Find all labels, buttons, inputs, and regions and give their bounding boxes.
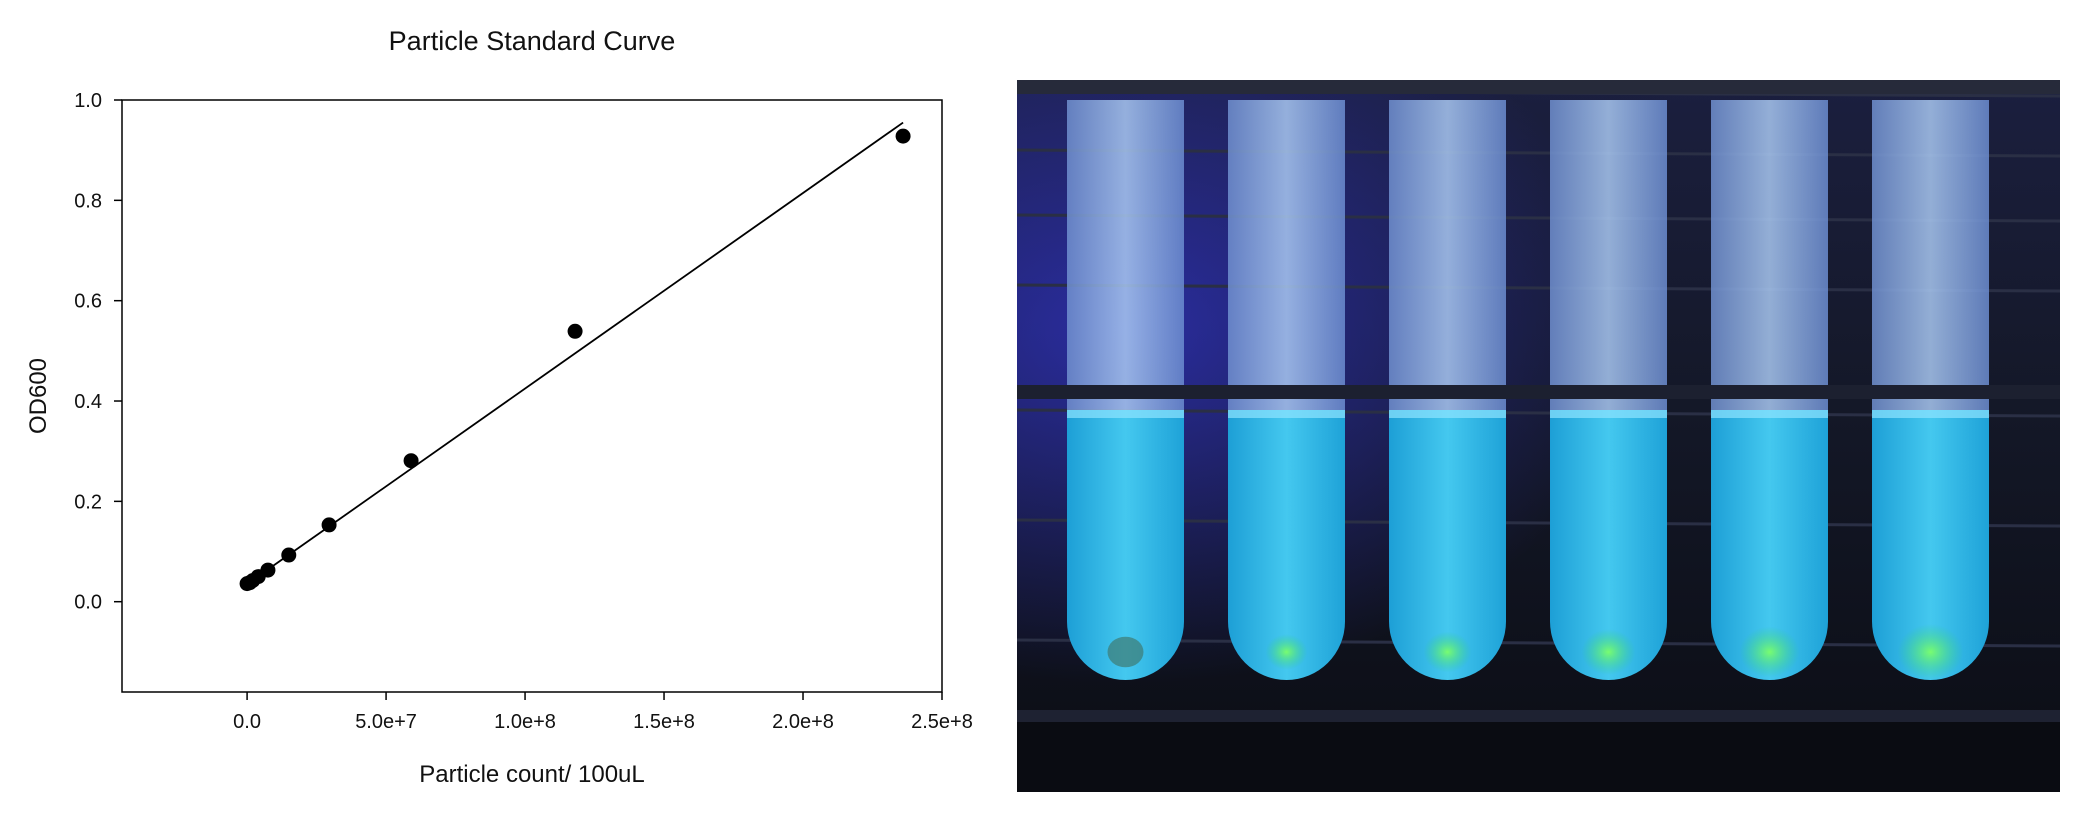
tube-pellet — [1107, 636, 1144, 668]
tube-glass — [1872, 100, 1989, 410]
x-tick-label: 1.5e+8 — [633, 711, 695, 733]
x-axis-ticks: 0.0 5.0e+7 1.0e+8 1.5e+8 2.0e+8 2.5e+8 — [233, 692, 973, 733]
y-tick-label: 0.6 — [74, 291, 102, 313]
x-tick-label: 2.0e+8 — [772, 711, 834, 733]
tube-pellet — [1581, 629, 1636, 675]
tube-glass — [1228, 100, 1345, 410]
tube-glass — [1711, 100, 1828, 410]
y-tick-label: 0.4 — [74, 391, 102, 413]
tube-liquid — [1550, 410, 1667, 680]
y-tick-label: 0.2 — [74, 491, 102, 513]
data-point — [281, 547, 297, 563]
tube-glass — [1550, 100, 1667, 410]
data-points — [239, 128, 911, 592]
tube-pellet — [1897, 623, 1964, 681]
tube-meniscus — [1389, 410, 1506, 418]
data-point — [567, 323, 583, 339]
tube-meniscus — [1711, 410, 1828, 418]
test-tube — [1067, 100, 1184, 680]
y-tick-label: 1.0 — [74, 90, 102, 112]
y-tick-label: 0.8 — [74, 190, 102, 212]
tube-liquid — [1067, 410, 1184, 680]
x-axis-label: Particle count/ 100uL — [419, 761, 644, 788]
x-tick-label: 1.0e+8 — [494, 711, 556, 733]
tube-liquid — [1711, 410, 1828, 680]
y-axis-ticks: 0.0 0.2 0.4 0.6 0.8 1.0 — [74, 90, 122, 614]
tube-glass — [1067, 100, 1184, 410]
x-tick-label: 0.0 — [233, 711, 261, 733]
plot-frame — [121, 99, 943, 693]
tube-liquid — [1389, 410, 1506, 680]
fluorescent-tubes-photo — [1017, 80, 2060, 792]
data-point — [260, 562, 276, 578]
tube-meniscus — [1067, 410, 1184, 418]
test-tube — [1872, 100, 1989, 681]
tube-glass — [1389, 100, 1506, 410]
tube-meniscus — [1872, 410, 1989, 418]
test-tube — [1711, 100, 1828, 680]
photo-canvas — [1017, 80, 2060, 792]
rack-top-bar — [1017, 80, 2060, 94]
rack-middle-bar — [1017, 385, 2060, 399]
tube-pellet — [1739, 626, 1800, 678]
y-tick-label: 0.0 — [74, 592, 102, 614]
test-tube — [1389, 100, 1506, 680]
tube-pellet — [1265, 634, 1308, 670]
test-tube — [1550, 100, 1667, 680]
tube-liquid — [1228, 410, 1345, 680]
tube-pellet — [1423, 631, 1472, 673]
tube-meniscus — [1228, 410, 1345, 418]
rack-front-bars — [1017, 385, 2060, 792]
test-tube — [1228, 100, 1345, 680]
x-tick-label: 5.0e+7 — [355, 711, 417, 733]
data-point — [403, 453, 419, 469]
tubes-group — [1067, 100, 1989, 681]
tube-liquid — [1872, 410, 1989, 680]
chart-title: Particle Standard Curve — [389, 26, 676, 56]
chart-canvas: Particle Standard Curve 0.0 5.0e+7 1.0e+8 1… — [25, 26, 973, 788]
rack-bottom-bar — [1017, 710, 2060, 722]
data-point — [895, 128, 911, 144]
regression-line — [246, 121, 904, 585]
rack-base — [1017, 722, 2060, 792]
y-axis-label: OD600 — [25, 358, 52, 434]
fit-line-layer — [246, 121, 904, 585]
x-tick-label: 2.5e+8 — [911, 711, 973, 733]
tube-meniscus — [1550, 410, 1667, 418]
standard-curve-chart: Particle Standard Curve 0.0 5.0e+7 1.0e+8 1… — [0, 0, 1010, 814]
data-point — [321, 517, 337, 533]
